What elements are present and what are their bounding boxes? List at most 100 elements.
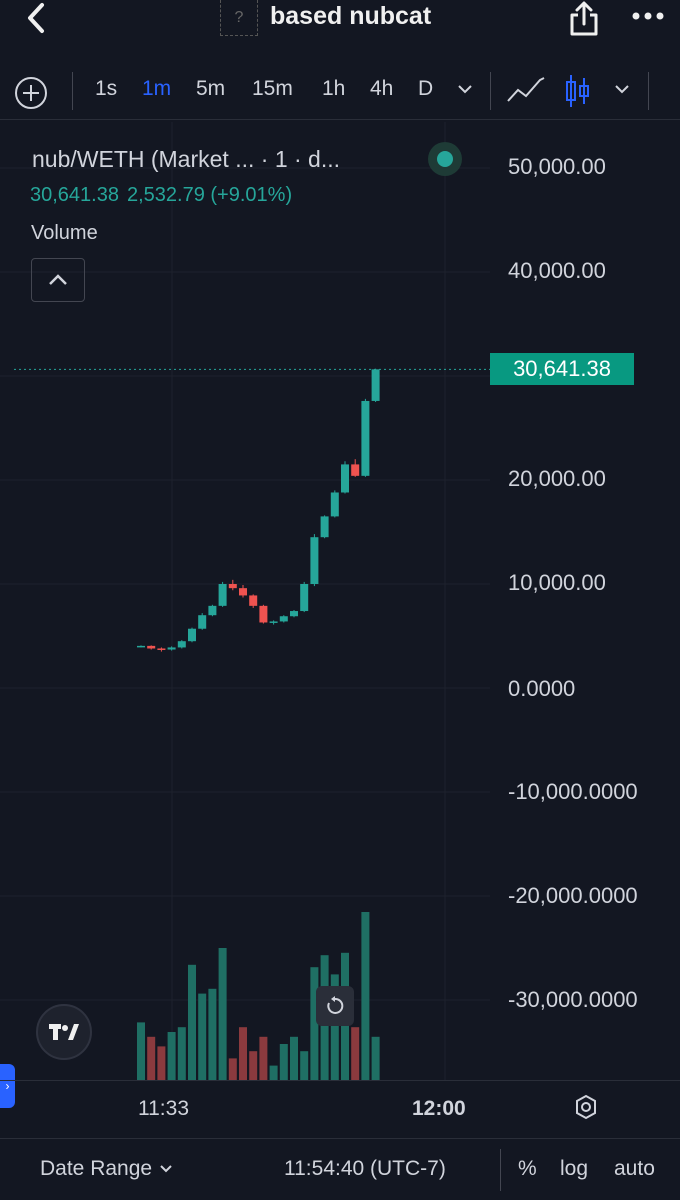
candle-body bbox=[228, 584, 237, 589]
back-button[interactable] bbox=[18, 0, 54, 36]
candle-body bbox=[188, 628, 196, 642]
clock-timezone[interactable]: 11:54:40 (UTC-7) bbox=[284, 1157, 446, 1180]
volume-bar bbox=[208, 988, 217, 1080]
candle-body bbox=[371, 369, 380, 401]
interval-15m[interactable]: 15m bbox=[252, 77, 293, 100]
price-axis-label: 40,000.00 bbox=[508, 258, 606, 283]
candle-body bbox=[300, 584, 309, 612]
plus-circle-icon bbox=[15, 77, 47, 109]
top-bar: ? based nubcat bbox=[0, 0, 680, 56]
toolbar-divider bbox=[72, 72, 73, 110]
time-axis-label: 12:00 bbox=[412, 1097, 466, 1120]
token-icon: ? bbox=[220, 0, 258, 36]
volume-bar bbox=[198, 993, 207, 1080]
back-icon bbox=[28, 3, 44, 33]
volume-bar bbox=[361, 912, 370, 1080]
share-button[interactable] bbox=[566, 0, 602, 38]
side-panel-handle[interactable]: › bbox=[0, 1064, 15, 1108]
volume-bar bbox=[147, 1036, 156, 1080]
volume-bar bbox=[269, 1065, 278, 1080]
chevron-right-icon: › bbox=[5, 1079, 10, 1093]
legend-symbol-title[interactable]: nub/WETH (Market ... · 1 · d... bbox=[32, 146, 341, 172]
price-axis-label: -20,000.0000 bbox=[508, 883, 638, 908]
date-range-label: Date Range bbox=[40, 1157, 153, 1180]
candle-body bbox=[147, 645, 156, 649]
interval-1h[interactable]: 1h bbox=[322, 77, 346, 100]
candle-body bbox=[361, 400, 370, 476]
last-price-tag: 30,641.38 bbox=[490, 353, 634, 385]
date-range-button[interactable]: Date Range bbox=[40, 1157, 174, 1181]
interval-1m[interactable]: 1m bbox=[142, 77, 172, 100]
collapse-legend-button[interactable] bbox=[31, 258, 85, 302]
price-axis-label: -10,000.0000 bbox=[508, 779, 638, 804]
volume-bar bbox=[188, 964, 196, 1080]
volume-bar bbox=[300, 1051, 309, 1080]
legend-values: 30,641.38 2,532.79 (+9.01%) bbox=[30, 184, 300, 207]
market-status-indicator[interactable] bbox=[428, 142, 462, 176]
volume-bar bbox=[330, 974, 339, 1080]
volume-bar bbox=[157, 1046, 166, 1080]
interval-5m[interactable]: 5m bbox=[196, 77, 226, 100]
candle-body bbox=[351, 464, 360, 476]
style-chevron-down-icon[interactable] bbox=[613, 82, 631, 96]
time-axis-label: 11:33 bbox=[138, 1097, 189, 1120]
volume-bar bbox=[228, 1058, 237, 1080]
volume-bar bbox=[279, 1044, 288, 1080]
bottom-divider bbox=[500, 1149, 501, 1191]
more-button[interactable] bbox=[630, 6, 666, 26]
interval-chevron-down-icon[interactable] bbox=[456, 82, 474, 96]
candle-body bbox=[269, 621, 278, 623]
price-axis-label: 20,000.00 bbox=[508, 466, 606, 491]
price-axis-label: 10,000.00 bbox=[508, 570, 606, 595]
volume-indicator-label[interactable]: Volume bbox=[31, 222, 98, 244]
candle-style-button[interactable] bbox=[564, 74, 592, 113]
log-scale-toggle[interactable]: log bbox=[560, 1157, 589, 1180]
volume-bar bbox=[239, 1027, 247, 1080]
candle-body bbox=[167, 647, 176, 650]
volume-bar bbox=[177, 1027, 186, 1080]
interval-d[interactable]: D bbox=[418, 77, 434, 100]
volume-bar bbox=[290, 1036, 298, 1080]
volume-bar bbox=[218, 948, 227, 1080]
tradingview-logo[interactable] bbox=[36, 1004, 92, 1060]
candle-body bbox=[279, 616, 288, 622]
chart-settings-icon[interactable] bbox=[572, 1093, 600, 1121]
toolbar-divider bbox=[490, 72, 491, 110]
volume-bar bbox=[259, 1036, 268, 1080]
share-icon bbox=[570, 1, 598, 36]
interval-1s[interactable]: 1s bbox=[95, 77, 118, 100]
price-axis-label: 50,000.00 bbox=[508, 154, 606, 179]
line-chart-icon bbox=[507, 77, 545, 102]
interval-4h[interactable]: 4h bbox=[370, 77, 394, 100]
reset-chart-button[interactable] bbox=[316, 986, 354, 1026]
status-dot-icon bbox=[437, 151, 453, 167]
reset-icon bbox=[327, 996, 344, 1014]
candle-body bbox=[330, 492, 339, 517]
volume-bar bbox=[249, 1051, 258, 1080]
bottom-bar: Date Range 11:54:40 (UTC-7) % log auto bbox=[0, 1138, 680, 1200]
toolbar-divider bbox=[648, 72, 649, 110]
legend-change: 2,532.79 (+9.01%) bbox=[126, 184, 293, 206]
add-symbol-button[interactable] bbox=[14, 76, 48, 110]
price-axis-label: -30,000.0000 bbox=[508, 987, 638, 1012]
chart-toolbar: 1s 1m 5m 15m 1h 4h D bbox=[0, 62, 680, 120]
line-style-button[interactable] bbox=[506, 74, 546, 111]
percent-scale-toggle[interactable]: % bbox=[518, 1157, 537, 1180]
volume-bar bbox=[351, 1027, 360, 1080]
time-axis[interactable]: 11:33 12:00 bbox=[0, 1080, 680, 1136]
price-chart[interactable] bbox=[0, 122, 680, 1088]
volume-bar bbox=[310, 967, 319, 1080]
volume-bar bbox=[137, 1022, 145, 1080]
candle-body bbox=[177, 641, 186, 648]
chevron-down-icon bbox=[160, 1165, 172, 1173]
candle-body bbox=[239, 588, 247, 596]
chevron-up-icon bbox=[49, 274, 67, 285]
candle-body bbox=[259, 605, 268, 623]
candlestick-icon bbox=[566, 75, 589, 107]
candle-body bbox=[137, 645, 145, 648]
auto-scale-toggle[interactable]: auto bbox=[614, 1157, 655, 1180]
candle-body bbox=[320, 516, 329, 538]
legend-last-price: 30,641.38 bbox=[30, 184, 119, 206]
price-axis-label: 0.0000 bbox=[508, 676, 576, 701]
candle-body bbox=[310, 537, 319, 584]
